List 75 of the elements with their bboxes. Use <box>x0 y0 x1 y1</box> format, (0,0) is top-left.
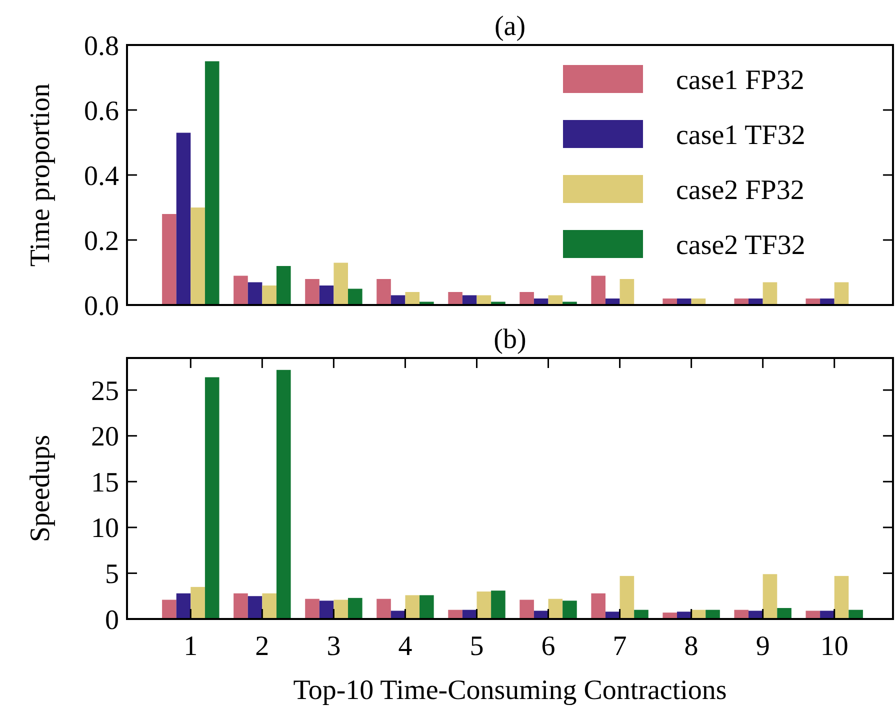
bar <box>520 600 534 619</box>
bar <box>562 600 577 619</box>
y-axis-title: Time proportion <box>25 83 56 267</box>
bar <box>476 592 492 619</box>
bar <box>548 598 563 619</box>
x-tick-label: 9 <box>756 631 770 662</box>
bar <box>448 292 462 305</box>
bar <box>319 600 334 619</box>
bar <box>204 377 220 619</box>
y-tick-label: 0.8 <box>84 30 119 62</box>
bar <box>248 596 262 619</box>
bar <box>176 593 191 619</box>
legend-label: case1 FP32 <box>676 64 804 96</box>
legend-label: case2 TF32 <box>676 230 806 261</box>
bar <box>248 282 262 305</box>
bar <box>319 286 334 305</box>
x-axis-title: Top-10 Time-Consuming Contractions <box>293 675 727 706</box>
legend-label: case2 FP32 <box>676 174 804 206</box>
bar <box>234 276 248 305</box>
x-tick-label: 1 <box>184 631 198 662</box>
bar <box>234 593 248 619</box>
bar <box>348 598 362 619</box>
bar <box>334 600 348 619</box>
x-tick-label: 3 <box>326 631 341 662</box>
y-axis-title: Speedups <box>25 434 56 542</box>
bar <box>491 590 506 619</box>
bar <box>834 576 849 619</box>
bar <box>262 286 276 305</box>
bar <box>620 279 634 305</box>
bar <box>376 598 391 619</box>
chart-title: (a) <box>494 11 526 42</box>
y-tick-label: 0.6 <box>84 96 119 127</box>
bar <box>262 593 276 619</box>
y-tick-label: 5 <box>105 559 119 590</box>
x-tick-label: 2 <box>255 631 270 662</box>
bar <box>305 598 320 619</box>
bar <box>276 370 291 619</box>
y-tick-label: 0.0 <box>84 290 119 322</box>
y-tick-label: 0.2 <box>84 226 119 257</box>
bar <box>591 276 606 305</box>
bar <box>777 608 792 619</box>
x-tick-label: 5 <box>470 631 484 662</box>
y-tick-label: 15 <box>91 467 119 498</box>
bar <box>405 292 420 305</box>
bar <box>420 595 434 619</box>
y-tick-label: 0 <box>105 604 119 636</box>
bar <box>520 292 534 305</box>
bar <box>591 593 606 619</box>
y-tick-label: 0.4 <box>84 160 119 192</box>
bar <box>405 595 420 619</box>
x-tick-label: 8 <box>684 631 698 662</box>
bar <box>305 279 320 305</box>
y-tick-label: 10 <box>91 513 119 544</box>
bar <box>834 282 849 305</box>
bar <box>762 282 778 305</box>
x-tick-label: 7 <box>612 631 627 662</box>
y-tick-label: 25 <box>91 376 119 407</box>
bar <box>176 132 191 305</box>
y-tick-label: 20 <box>91 422 119 453</box>
bar <box>348 288 362 305</box>
bar <box>204 61 220 305</box>
bar <box>190 208 205 305</box>
bar <box>620 576 634 619</box>
bar <box>162 214 176 305</box>
bar <box>376 279 391 305</box>
bar <box>762 574 778 619</box>
legend-label: case1 TF32 <box>676 120 806 151</box>
x-tick-label: 6 <box>541 631 556 662</box>
bar <box>162 600 176 619</box>
chart-title: (b) <box>494 324 526 355</box>
bar <box>334 262 348 305</box>
x-tick-label: 4 <box>398 631 412 662</box>
bar <box>190 586 205 619</box>
bar <box>276 266 291 305</box>
x-tick-label: 10 <box>820 631 848 662</box>
